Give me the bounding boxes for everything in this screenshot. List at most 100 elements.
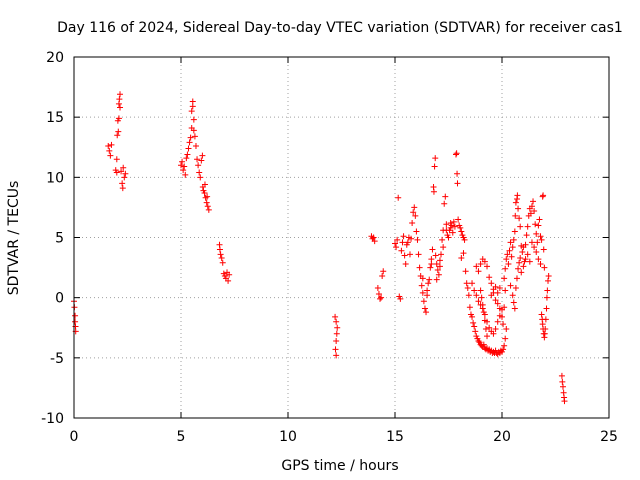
data-point [538, 236, 545, 243]
data-point [524, 251, 531, 258]
data-point [108, 141, 115, 148]
data-point [121, 174, 128, 181]
data-point [477, 260, 484, 267]
data-point [519, 248, 526, 255]
data-point [510, 236, 517, 243]
data-point [486, 274, 493, 281]
data-point [178, 162, 184, 169]
data-point [508, 253, 515, 260]
data-point [402, 260, 409, 267]
data-point [542, 325, 549, 332]
data-point [484, 333, 491, 340]
y-axis-label: SDTVAR / TECUs [6, 181, 22, 296]
data-point [501, 304, 508, 311]
data-point [415, 251, 422, 258]
data-point [436, 257, 443, 264]
data-point [203, 199, 210, 206]
data-point [482, 325, 489, 332]
data-point [515, 265, 522, 272]
data-point [461, 236, 468, 243]
data-point [512, 285, 519, 292]
x-tick-label: 0 [70, 429, 79, 445]
data-point [466, 304, 473, 311]
data-point [494, 289, 501, 296]
data-point [190, 127, 197, 134]
data-point [436, 263, 443, 270]
data-point [333, 337, 340, 344]
data-point [412, 212, 419, 219]
data-point [454, 170, 461, 177]
data-point [481, 317, 488, 324]
data-point [434, 266, 441, 273]
data-point [470, 319, 477, 326]
data-point [465, 292, 472, 299]
data-point [503, 325, 510, 332]
data-point [537, 260, 544, 267]
data-point [413, 228, 420, 235]
data-points [71, 91, 568, 405]
data-point [451, 223, 458, 230]
data-point [494, 300, 501, 307]
data-point [115, 115, 122, 122]
data-point [226, 271, 233, 278]
data-point [469, 280, 476, 287]
data-point [439, 236, 446, 243]
data-point [516, 259, 523, 266]
data-point [480, 341, 487, 348]
data-point [507, 239, 514, 246]
data-point [522, 241, 529, 248]
data-point [440, 244, 447, 251]
data-point [488, 280, 495, 287]
grid [74, 57, 609, 418]
data-point [411, 204, 418, 211]
data-point [518, 269, 525, 276]
data-point [458, 254, 465, 261]
data-point [197, 174, 204, 181]
data-point [442, 193, 449, 200]
data-point [533, 230, 540, 237]
data-point [509, 244, 516, 251]
data-point [488, 292, 495, 299]
data-point [379, 273, 386, 280]
data-point [378, 294, 385, 301]
data-point [191, 133, 198, 140]
data-point [530, 198, 537, 205]
data-point [537, 233, 544, 240]
data-point [414, 236, 421, 243]
data-point [541, 264, 548, 271]
data-point [500, 346, 507, 353]
data-point [72, 312, 79, 319]
data-point [478, 294, 485, 301]
data-point [475, 298, 482, 305]
data-point [183, 155, 190, 162]
data-point [520, 263, 527, 270]
data-point [219, 259, 226, 266]
data-point [540, 246, 547, 253]
data-point [397, 295, 404, 302]
data-point [545, 277, 552, 284]
data-point [471, 323, 478, 330]
data-point [201, 181, 208, 188]
data-point [502, 335, 509, 342]
data-point [506, 247, 513, 254]
data-point [535, 256, 542, 263]
data-point [453, 150, 460, 157]
chart-title: Day 116 of 2024, Sidereal Day-to-day VTE… [57, 20, 623, 36]
data-point [418, 282, 425, 289]
data-point [410, 209, 417, 216]
data-point [512, 212, 519, 219]
data-point [395, 194, 402, 201]
data-point [333, 352, 340, 359]
data-point [480, 309, 487, 316]
data-point [218, 254, 225, 261]
axis-ticks: 0 5 10 15 20 25 -10 -5 0 5 10 15 20 [41, 50, 618, 445]
data-point [374, 285, 381, 292]
data-point [515, 205, 522, 212]
data-point [419, 289, 426, 296]
data-point [450, 218, 457, 225]
data-point [558, 372, 565, 379]
data-point [420, 298, 427, 305]
data-point [510, 299, 517, 306]
data-point [499, 313, 505, 320]
data-point [195, 162, 202, 169]
